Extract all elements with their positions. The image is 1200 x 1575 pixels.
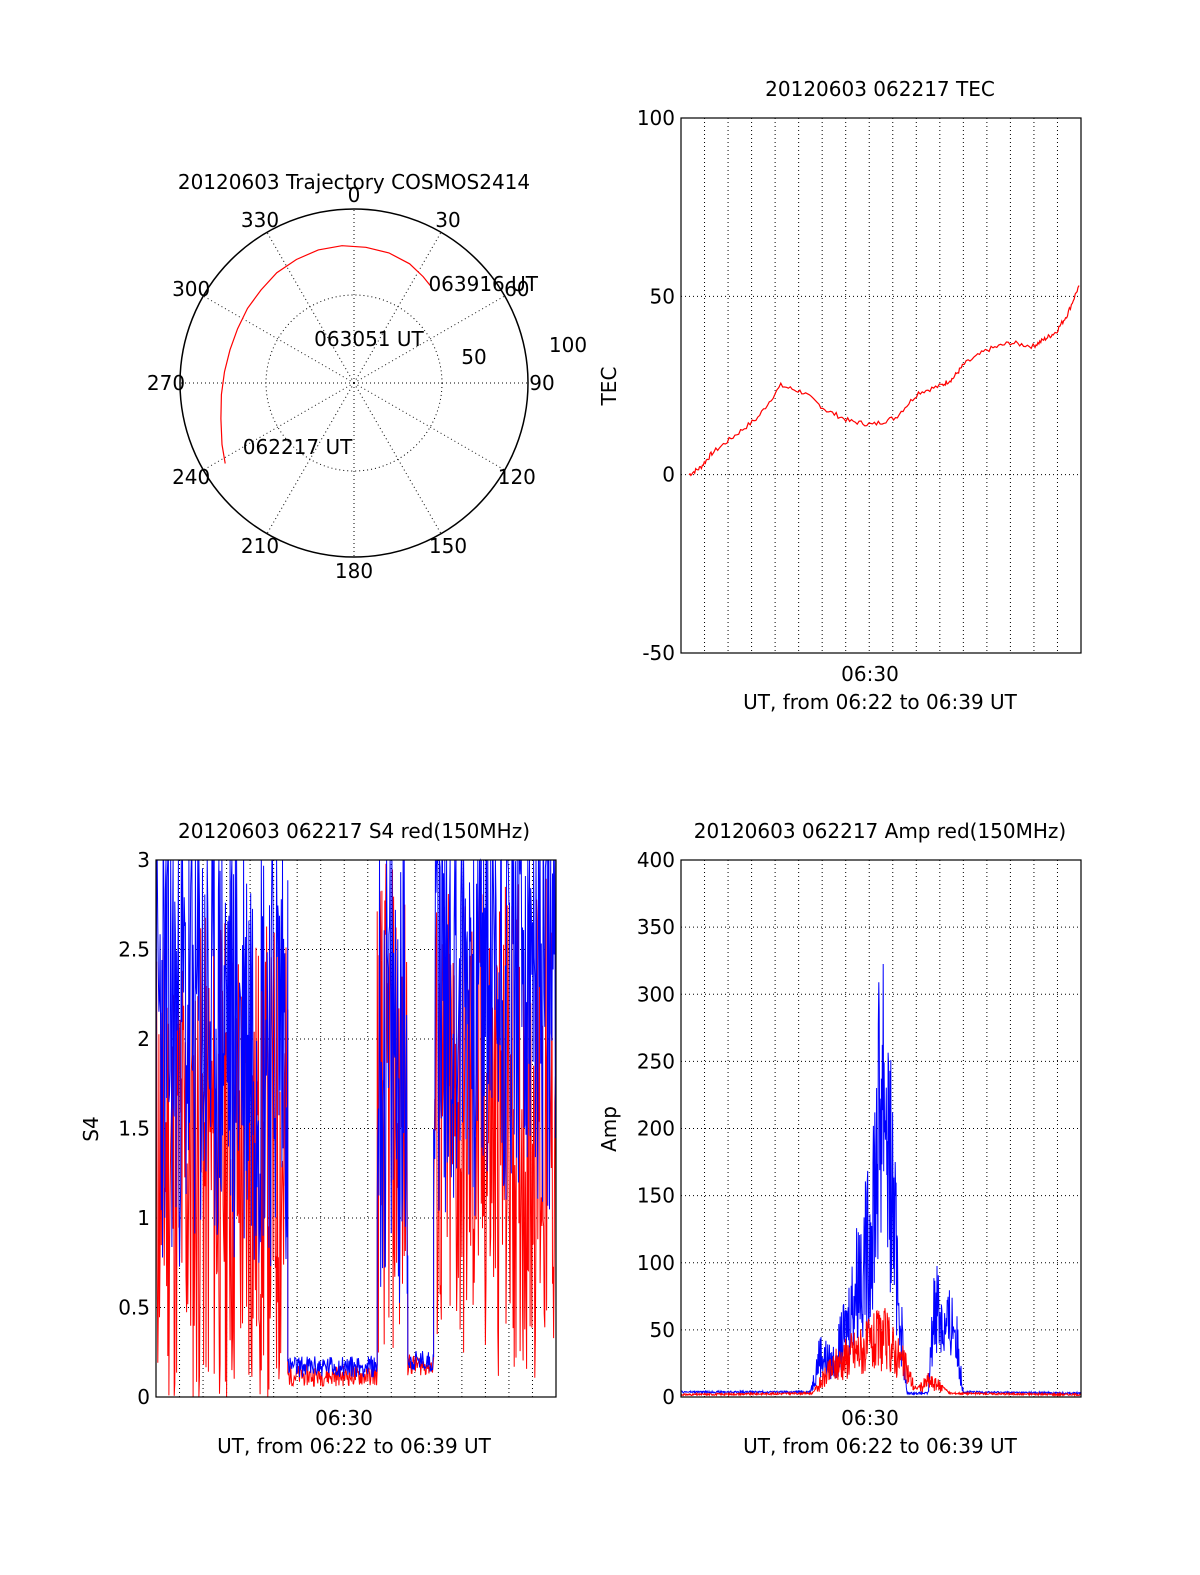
y-tick-label: 0 — [137, 1385, 150, 1409]
y-tick-label: 150 — [637, 1184, 675, 1208]
polar-azimuth-label: 150 — [429, 534, 467, 558]
y-tick-label: 0 — [662, 1385, 675, 1409]
y-tick-label: 0 — [662, 463, 675, 487]
polar-azimuth-label: 180 — [335, 559, 373, 583]
amp-chart: 20120603 062217 Amp red(150MHz) 400 350 30… — [597, 819, 1082, 1458]
polar-spoke — [266, 232, 355, 384]
amp-ylabel: Amp — [597, 1106, 621, 1152]
y-tick-label: 50 — [650, 284, 675, 308]
tec-xlabel: UT, from 06:22 to 06:39 UT — [743, 690, 1018, 714]
tec-frame — [680, 117, 1082, 654]
tec-series-red — [688, 285, 1080, 477]
polar-azimuth-label: 240 — [172, 465, 210, 489]
amp-xlabel: UT, from 06:22 to 06:39 UT — [743, 1434, 1018, 1458]
y-tick-label: 50 — [650, 1318, 675, 1342]
polar-annotation: 063916 UT — [428, 272, 538, 296]
s4-series-blue — [155, 858, 557, 1378]
polar-azimuth-label: 210 — [241, 534, 279, 558]
polar-azimuth-labels: 0 30 60 90 120 150 180 210 240 270 300 330 — [147, 183, 555, 583]
polar-annotation: 063051 UT — [314, 327, 424, 351]
polar-spoke — [353, 232, 442, 384]
polar-azimuth-label: 270 — [147, 371, 185, 395]
polar-outer-ring — [179, 208, 529, 558]
polar-azimuth-label: 120 — [498, 465, 536, 489]
polar-trajectory-line — [220, 245, 431, 464]
s4-chart: 20120603 062217 S4 red(150MHz) 3 2.5 2 1.5 1… — [79, 819, 557, 1458]
y-tick-label: 1 — [137, 1206, 150, 1230]
polar-annotations: 062217 UT 063051 UT 063916 UT — [243, 272, 539, 459]
polar-title: 20120603 Trajectory COSMOS2414 — [178, 170, 530, 194]
polar-azimuth-label: 30 — [435, 208, 460, 232]
s4-title: 20120603 062217 S4 red(150MHz) — [178, 819, 530, 843]
polar-chart: 20120603 Trajectory COSMOS2414 0 30 60 90 12… — [147, 170, 587, 583]
amp-title: 20120603 062217 Amp red(150MHz) — [694, 819, 1066, 843]
y-tick-label: 2 — [137, 1027, 150, 1051]
amp-x-tick: 06:30 — [841, 1406, 899, 1430]
polar-azimuth-label: 330 — [241, 208, 279, 232]
polar-ring-label-50: 50 — [461, 345, 486, 369]
y-tick-label: 300 — [637, 982, 675, 1006]
y-tick-label: 1.5 — [118, 1117, 150, 1141]
polar-spoke — [353, 382, 442, 534]
amp-frame — [680, 859, 1082, 1398]
amp-series-blue — [680, 963, 1082, 1397]
polar-azimuth-label: 0 — [348, 183, 361, 207]
polar-spoke — [353, 295, 505, 384]
polar-spoke — [353, 382, 505, 471]
y-tick-label: 3 — [137, 848, 150, 872]
polar-ring-label-100: 100 — [549, 333, 587, 357]
s4-xlabel: UT, from 06:22 to 06:39 UT — [217, 1434, 492, 1458]
tec-title: 20120603 062217 TEC — [765, 77, 995, 101]
y-tick-label: 100 — [637, 106, 675, 130]
y-tick-label: 2.5 — [118, 938, 150, 962]
amp-y-tick-labels: 400 350 300 250 200 150 100 50 0 — [637, 848, 675, 1409]
polar-azimuth-label: 300 — [172, 277, 210, 301]
polar-spoke — [203, 295, 355, 384]
tec-grid — [681, 118, 1081, 653]
polar-spokes — [180, 209, 528, 557]
polar-spoke — [203, 382, 355, 471]
y-tick-label: 350 — [637, 915, 675, 939]
amp-series-red — [680, 1308, 1082, 1398]
polar-annotation: 062217 UT — [243, 435, 353, 459]
tec-x-tick: 06:30 — [841, 662, 899, 686]
tec-ylabel: TEC — [597, 367, 621, 407]
s4-frame — [155, 859, 557, 1398]
y-tick-label: 250 — [637, 1049, 675, 1073]
s4-ylabel: S4 — [79, 1116, 103, 1141]
tec-chart: 20120603 062217 TEC 100 50 0 -50 06:30 UT, … — [597, 77, 1082, 714]
s4-y-tick-labels: 3 2.5 2 1.5 1 0.5 0 — [118, 848, 150, 1409]
polar-azimuth-label: 90 — [529, 371, 554, 395]
s4-x-tick: 06:30 — [315, 1406, 373, 1430]
polar-spoke — [266, 382, 355, 534]
y-tick-label: -50 — [642, 641, 675, 665]
y-tick-label: 200 — [637, 1117, 675, 1141]
y-tick-label: 400 — [637, 848, 675, 872]
polar-azimuth-label: 60 — [504, 277, 529, 301]
y-tick-label: 100 — [637, 1251, 675, 1275]
y-tick-label: 0.5 — [118, 1296, 150, 1320]
tec-y-tick-labels: 100 50 0 -50 — [637, 106, 675, 665]
